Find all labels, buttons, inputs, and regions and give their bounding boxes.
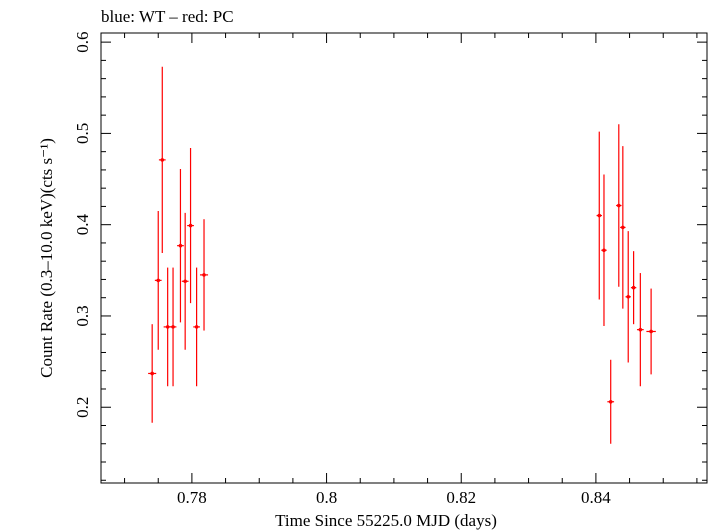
point-marker [183,279,187,284]
point-marker [631,285,636,290]
data-point [154,210,162,350]
x-tick-label: 0.8 [316,488,337,507]
data-point [596,131,602,300]
x-tick-label: 0.78 [177,488,207,507]
data-point [199,219,209,331]
y-tick-label: 0.6 [73,32,92,53]
x-tick-label: 0.84 [581,488,611,507]
x-tick-label: 0.82 [446,488,476,507]
point-marker [621,225,625,230]
data-point [169,267,177,387]
y-tick-label: 0.4 [73,214,92,236]
point-marker [616,203,621,208]
y-tick-label: 0.5 [73,123,92,144]
data-point [181,212,189,350]
point-marker [160,158,165,162]
data-point [636,273,644,387]
point-marker [608,399,613,404]
data-point [158,66,166,253]
point-marker [150,371,154,376]
point-marker [602,248,606,253]
point-marker [202,273,206,277]
point-marker [194,325,199,329]
y-axis: 0.2 0.3 0.4 0.5 0.6 [73,32,707,481]
data-point [646,288,656,375]
data-point [193,267,200,387]
point-marker [171,325,175,329]
point-marker [165,325,170,329]
point-marker [626,294,631,299]
point-marker [178,243,183,248]
data-point [177,169,184,323]
point-marker [638,327,643,332]
data-point [601,174,607,327]
y-tick-label: 0.2 [73,397,92,418]
data-point [630,251,637,325]
plot-frame [100,32,708,484]
data-point [148,324,157,423]
data-point [607,359,615,444]
data-point [625,231,631,363]
point-marker [597,213,602,218]
x-axis: 0.78 0.8 0.82 0.84 [124,33,698,507]
chart-title: blue: WT – red: PC [101,7,234,26]
x-axis-label: Time Since 55225.0 MJD (days) [275,511,497,530]
point-marker [188,223,193,228]
data-point [187,148,194,304]
data-point [620,146,626,309]
data-points [148,66,656,444]
y-axis-label: Count Rate (0.3–10.0 keV)(cts s⁻¹) [37,138,56,378]
data-point [616,124,622,287]
point-marker [649,329,653,334]
point-marker [156,278,161,283]
y-tick-label: 0.3 [73,305,92,326]
series-pc [148,66,656,444]
